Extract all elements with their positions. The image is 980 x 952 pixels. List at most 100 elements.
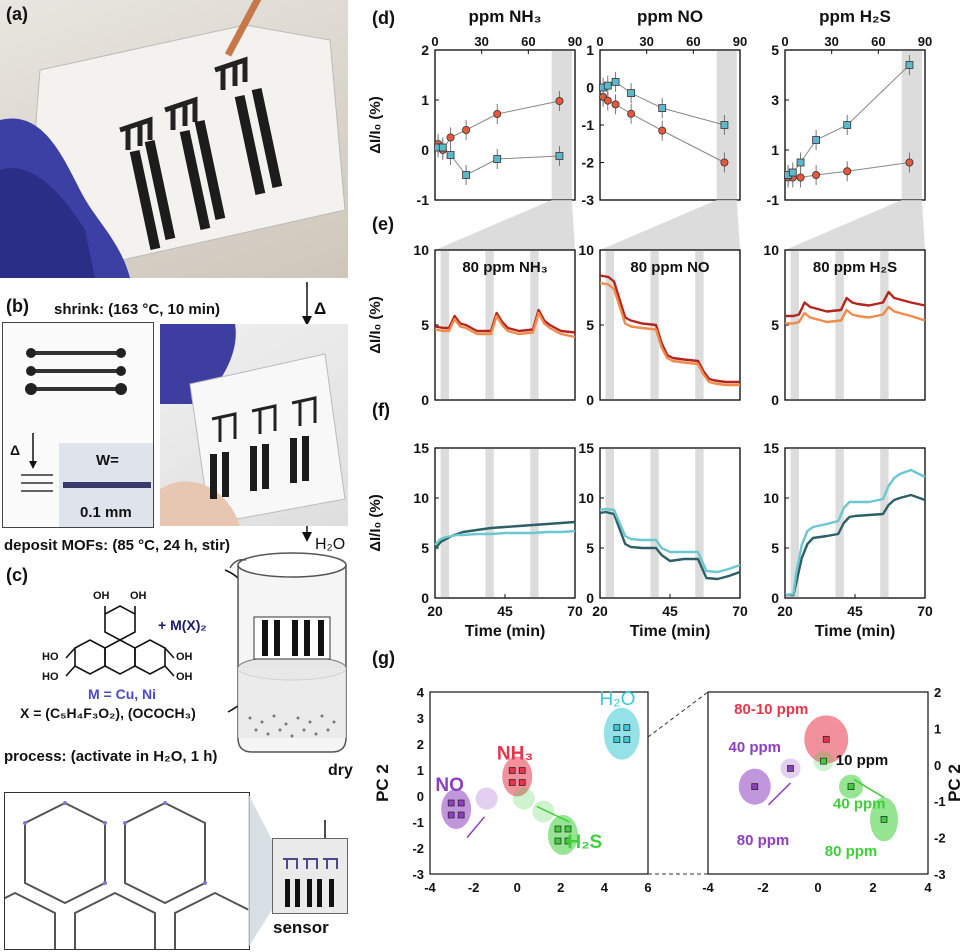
- zoom-annotation: 80 ppm: [737, 832, 790, 849]
- zoom-trend-arrow-green: [853, 778, 885, 799]
- data-point-circle: [446, 133, 455, 142]
- stimulus-band-f1-1: [440, 448, 449, 598]
- trend-arrow-no: [466, 816, 486, 839]
- photo-b-right: [160, 324, 348, 526]
- ligand-oh-top-left: OH: [93, 590, 110, 602]
- y-tick-label: 15: [413, 440, 429, 456]
- ligand-oh-top-right: OH: [130, 590, 147, 602]
- trend-arrow-h2s: [536, 805, 570, 823]
- cluster-point: [564, 825, 572, 833]
- cluster-ellipse: [547, 815, 578, 855]
- y-tick-label: 0: [421, 590, 429, 606]
- cluster-point: [613, 724, 621, 731]
- x-tick-label: 6: [644, 880, 651, 895]
- chart-title-d3: ppm H₂S: [819, 7, 891, 26]
- data-point-square: [905, 61, 914, 69]
- zoom-annotation: 80-10 ppm: [734, 701, 808, 718]
- stimulus-band-e2-1: [605, 250, 614, 400]
- cluster-ellipse: [502, 756, 533, 797]
- stimulus-band-d1-1: [551, 50, 572, 200]
- stimulus-band-e3-3: [880, 250, 889, 400]
- data-point-circle: [796, 173, 805, 182]
- cluster-point: [564, 837, 572, 845]
- panel-label-g: (g): [372, 648, 395, 668]
- photo-a: [0, 0, 348, 278]
- x-tick-label: 60: [521, 34, 535, 49]
- sensor-thumbnail-drawing: [283, 858, 338, 907]
- x-tick-label: -2: [757, 880, 769, 895]
- ligand-ho-left: HO: [42, 651, 59, 663]
- data-point-square: [788, 168, 797, 177]
- cluster-label: H₂S: [567, 832, 602, 853]
- y-tick-label: 5: [421, 540, 429, 556]
- stimulus-band-f1-2: [485, 448, 494, 598]
- panel-label-a: (a): [6, 4, 28, 24]
- zoom-cluster-point: [751, 783, 759, 790]
- cluster-ellipse: [441, 789, 472, 829]
- trace-f1-1: [434, 529, 576, 546]
- x-tick-label: 45: [847, 603, 863, 619]
- stimulus-band-f3-2: [835, 448, 844, 598]
- x-tick-label: 70: [732, 603, 748, 619]
- cluster-point: [554, 837, 562, 845]
- data-point-square: [843, 121, 852, 129]
- y-tick-label: -2: [934, 831, 946, 846]
- y-tick-label: 10: [413, 490, 429, 506]
- y-tick-label: 10: [763, 490, 779, 506]
- data-point-circle: [843, 167, 852, 176]
- stimulus-band-e1-1: [440, 250, 449, 400]
- data-point-circle: [905, 158, 914, 167]
- trace-e3-1: [785, 305, 926, 325]
- data-point-square: [611, 77, 620, 86]
- y-tick-label: 0: [934, 758, 941, 773]
- y-tick-label: 3: [417, 711, 424, 726]
- data-point-circle: [462, 126, 471, 135]
- photo-b-drawing: [160, 324, 346, 526]
- x-tick-label: 90: [733, 34, 747, 49]
- chart-title-e2: 80 ppm NO: [630, 259, 710, 276]
- y-axis-label-g-zoom: PC 2: [945, 764, 964, 802]
- cluster-point: [518, 767, 526, 774]
- zoom-link-top: [647, 691, 709, 738]
- y-tick-label: -3: [412, 867, 424, 882]
- data-point-square: [812, 136, 821, 144]
- x-tick-label: 30: [824, 34, 838, 49]
- y-tick-label: 5: [421, 317, 429, 333]
- metal-plus-label: + M(X)₂: [158, 617, 207, 633]
- x-tick-label: 4: [601, 880, 609, 895]
- cluster-label: NH₃: [497, 744, 533, 765]
- x-tick-label: -4: [702, 880, 714, 895]
- stimulus-band-f3-1: [790, 448, 799, 598]
- y-tick-label: -1: [412, 815, 424, 830]
- y-tick-label: 1: [586, 42, 594, 58]
- y-axis-label-f: ΔI/I₀ (%): [367, 494, 384, 552]
- trace-e2-0: [599, 274, 740, 384]
- ligand-oh-bottom-right: OH: [176, 671, 193, 683]
- y-tick-label: 10: [763, 242, 779, 258]
- water-label: H₂O: [315, 536, 346, 553]
- panel-label-f: (f): [372, 400, 390, 420]
- cluster-ellipse-light: [532, 800, 555, 823]
- y-tick-label: 5: [586, 317, 594, 333]
- y-tick-label: 0: [586, 80, 594, 96]
- x-tick-label: 90: [568, 34, 582, 49]
- zoom-annotation: 80 ppm: [825, 843, 878, 860]
- x-axis-label-f2: Time (min): [630, 623, 711, 640]
- cluster-point: [457, 799, 465, 807]
- width-label: W=: [96, 452, 119, 469]
- x-tick-label: 20: [427, 603, 443, 619]
- chart-title-d1: ppm NH₃: [468, 7, 541, 26]
- mof-lattice: [4, 792, 250, 950]
- x-tick-label: 20: [592, 603, 608, 619]
- data-point-square: [720, 121, 729, 129]
- zoom-annotation: 10 ppm: [836, 752, 889, 769]
- x-tick-label: 30: [474, 34, 488, 49]
- stimulus-band-d3-1: [901, 50, 922, 200]
- y-tick-label: 4: [417, 685, 425, 700]
- x-tick-label: 70: [567, 603, 583, 619]
- cluster-label: H₂O: [600, 689, 636, 710]
- y-tick-label: -2: [412, 841, 424, 856]
- zoom-wedge-de-1: [435, 200, 575, 250]
- zoom-annotation: 40 ppm: [833, 795, 886, 812]
- y-tick-label: 0: [771, 590, 779, 606]
